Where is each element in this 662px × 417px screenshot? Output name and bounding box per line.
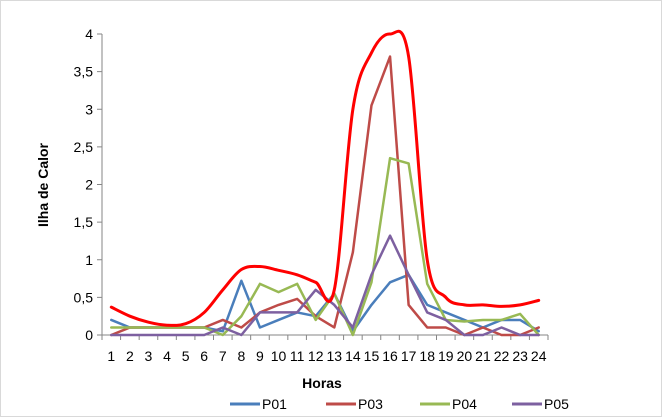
series-line-p03 xyxy=(110,55,540,337)
x-tick-label: 10 xyxy=(271,348,287,364)
y-axis-title: Ilha de Calor xyxy=(35,142,51,227)
x-tick-label: 14 xyxy=(345,348,361,364)
x-tick-label: 2 xyxy=(126,348,134,364)
legend-label: P01 xyxy=(262,396,287,412)
y-tick-label: 1,5 xyxy=(74,214,94,230)
y-tick-label: 3 xyxy=(85,101,93,117)
x-tick-label: 5 xyxy=(182,348,190,364)
series-line-p04 xyxy=(110,156,540,337)
x-tick-label: 13 xyxy=(327,348,343,364)
x-tick-label: 22 xyxy=(494,348,510,364)
x-tick-label: 15 xyxy=(364,348,380,364)
x-tick-label: 20 xyxy=(457,348,473,364)
x-tick-label: 16 xyxy=(382,348,398,364)
x-tick-label: 23 xyxy=(512,348,528,364)
y-tick-label: 0 xyxy=(85,327,93,343)
x-tick-label: 4 xyxy=(163,348,171,364)
y-tick-label: 2 xyxy=(85,177,93,193)
y-tick-label: 2,5 xyxy=(74,139,94,155)
legend-label: P03 xyxy=(358,396,383,412)
y-tick-label: 4 xyxy=(85,26,93,42)
x-tick-label: 6 xyxy=(200,348,208,364)
x-tick-label: 21 xyxy=(475,348,491,364)
x-tick-label: 7 xyxy=(219,348,227,364)
x-tick-label: 12 xyxy=(308,348,324,364)
x-tick-label: 18 xyxy=(419,348,435,364)
x-tick-label: 24 xyxy=(531,348,547,364)
legend-label: P04 xyxy=(452,396,477,412)
y-axis: 0 0,5 1 1,5 2 2,5 3 3,5 4 xyxy=(74,26,103,343)
legend: P01 P03 P04 P05 xyxy=(230,396,569,412)
y-tick-label: 1 xyxy=(85,252,93,268)
x-tick-label: 19 xyxy=(438,348,454,364)
x-tick-label: 1 xyxy=(107,348,115,364)
x-axis-title: Horas xyxy=(302,375,342,391)
envelope-line xyxy=(109,29,541,327)
series-layer xyxy=(109,29,541,337)
x-tick-label: 17 xyxy=(401,348,417,364)
x-tick-label: 3 xyxy=(145,348,153,364)
y-tick-label: 3,5 xyxy=(74,64,94,80)
x-tick-label: 9 xyxy=(256,348,264,364)
x-axis: 1 2 3 4 5 6 7 8 9 10 11 12 13 14 15 16 17 18 19 20 21 22 23 24 xyxy=(101,334,549,364)
x-tick-label: 11 xyxy=(290,348,305,364)
y-tick-label: 0,5 xyxy=(74,289,94,305)
legend-label: P05 xyxy=(544,396,569,412)
x-tick-label: 8 xyxy=(237,348,245,364)
